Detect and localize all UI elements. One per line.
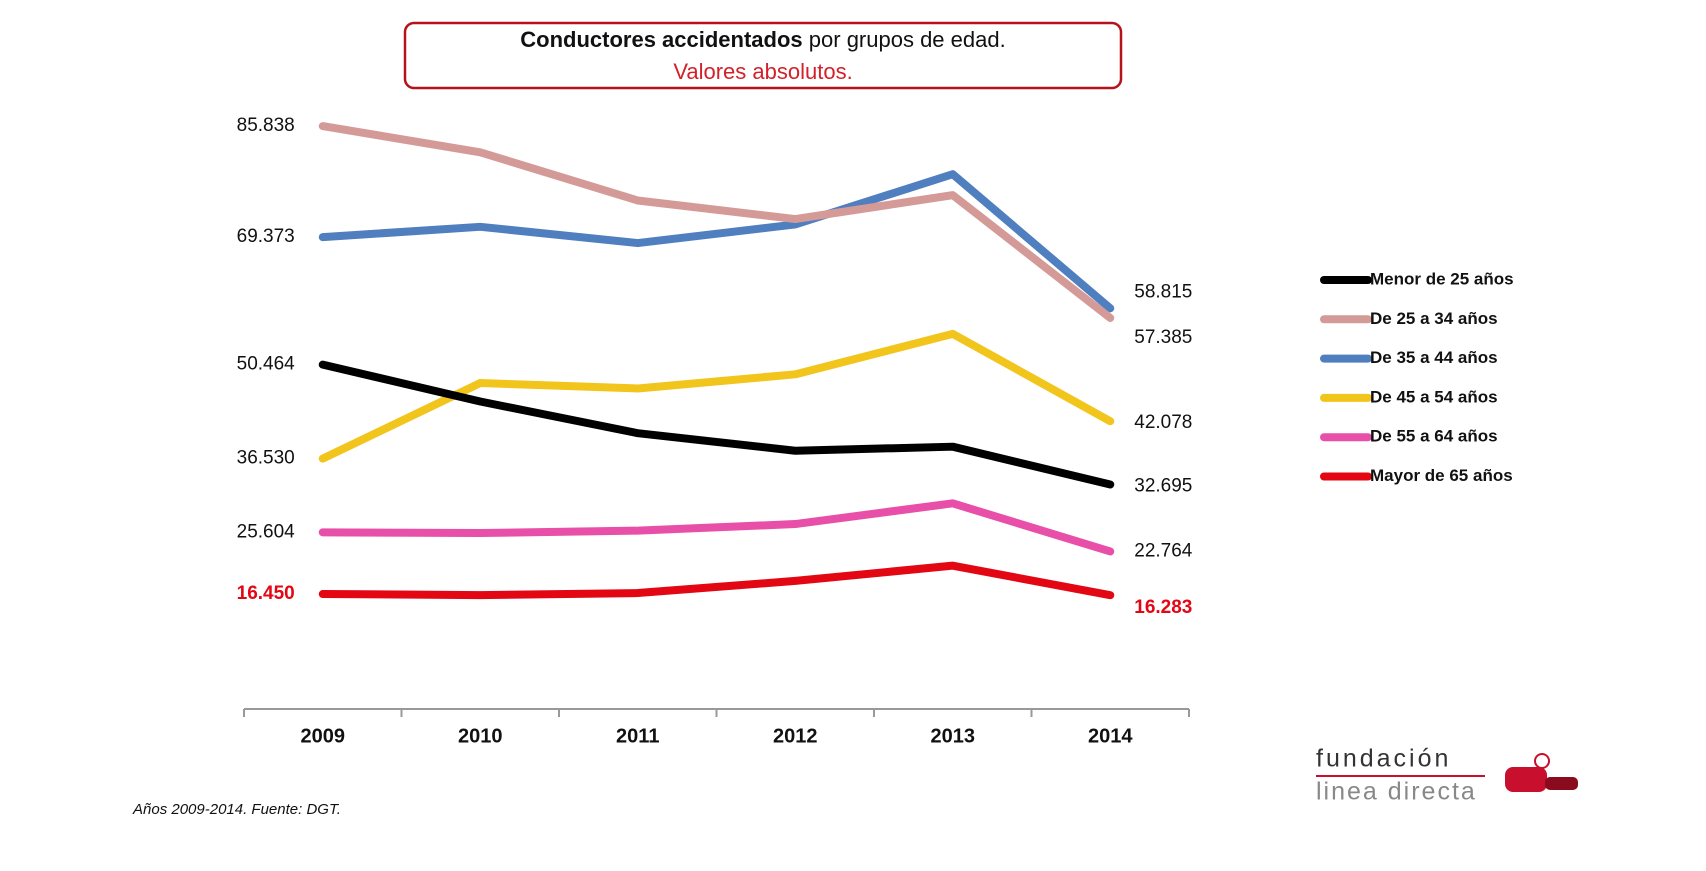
data-label: 16.283 xyxy=(1134,597,1192,618)
title-box xyxy=(403,21,1123,90)
legend-label: Menor de 25 años xyxy=(1370,269,1514,288)
series-line xyxy=(318,561,1115,600)
x-tick-label: 2011 xyxy=(616,725,659,747)
legend-label: De 35 a 44 años xyxy=(1370,348,1498,367)
legend-label: Mayor de 65 años xyxy=(1370,466,1513,485)
data-label: 42.078 xyxy=(1134,412,1192,433)
data-label: 85.838 xyxy=(237,115,295,136)
data-label: 69.373 xyxy=(237,226,295,247)
data-label: 57.385 xyxy=(1134,327,1192,348)
data-label: 36.530 xyxy=(237,448,295,469)
series-line xyxy=(318,499,1115,556)
chart-title: Conductores accidentados por grupos de e… xyxy=(520,27,1005,52)
data-label: 25.604 xyxy=(237,521,296,542)
source-note: Años 2009-2014. Fuente: DGT. xyxy=(132,801,341,818)
data-label: 58.815 xyxy=(1134,281,1192,302)
x-tick-label: 2013 xyxy=(931,725,976,747)
legend-label: De 25 a 34 años xyxy=(1370,309,1498,328)
title-bold: Conductores accidentados xyxy=(520,27,802,52)
data-label: 50.464 xyxy=(237,354,296,375)
data-label: 22.764 xyxy=(1134,540,1193,561)
x-tick-label: 2009 xyxy=(301,725,346,747)
chart-subtitle: Valores absolutos. xyxy=(673,59,852,84)
logo-line1: fundación xyxy=(1316,745,1451,773)
data-label: 16.450 xyxy=(237,583,295,604)
x-tick-label: 2014 xyxy=(1088,725,1133,747)
title-rest: por grupos de edad. xyxy=(809,27,1006,52)
legend-label: De 45 a 54 años xyxy=(1370,387,1498,406)
series-line xyxy=(318,122,1115,322)
legend-label: De 55 a 64 años xyxy=(1370,427,1498,446)
data-label: 32.695 xyxy=(1134,476,1192,497)
x-tick-label: 2012 xyxy=(773,725,818,747)
logo-line2: linea directa xyxy=(1316,778,1477,806)
logo-icon xyxy=(1505,753,1578,792)
x-tick-label: 2010 xyxy=(458,725,503,747)
series-line xyxy=(318,360,1115,489)
series-line xyxy=(318,170,1115,313)
